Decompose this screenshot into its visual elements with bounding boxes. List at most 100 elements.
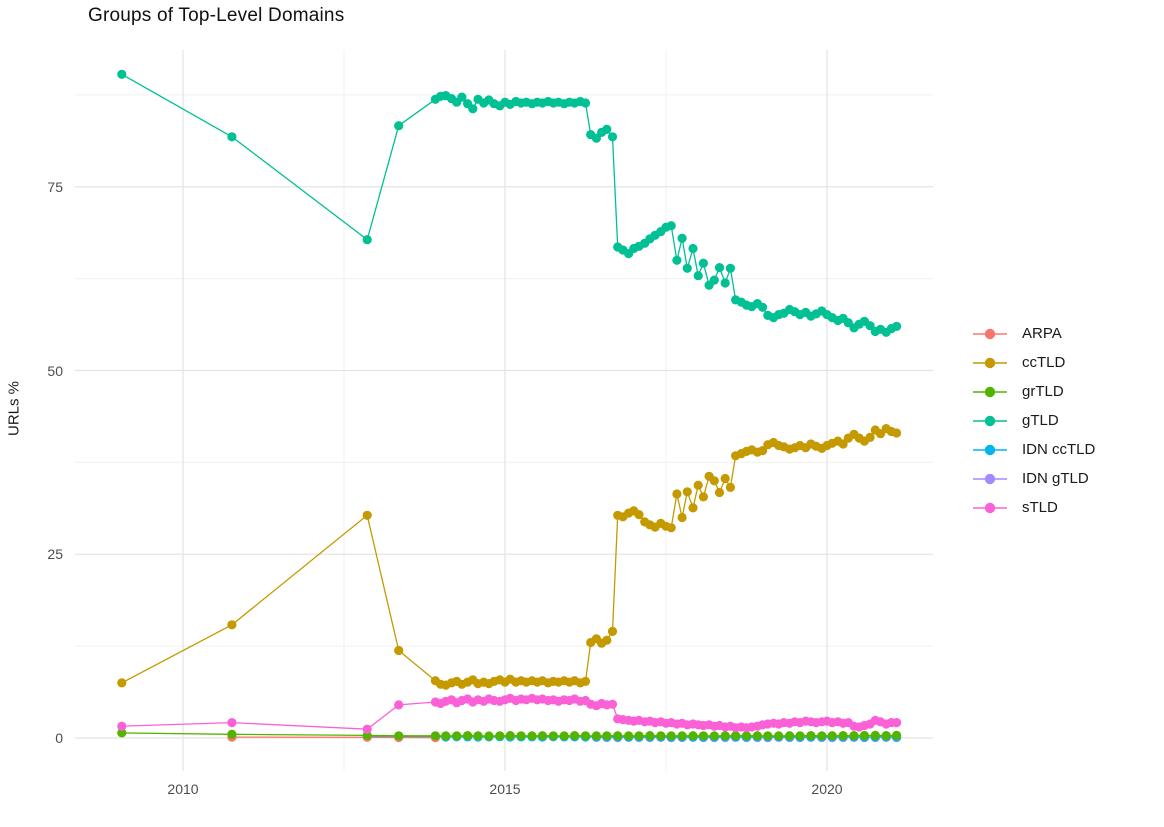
series-point-ccTLD [698, 492, 709, 502]
series-point-ccTLD [580, 676, 591, 687]
series-point-grTLD [548, 731, 558, 741]
legend-key-icon [973, 473, 1007, 484]
series-point-grTLD [394, 731, 404, 741]
series-point-gTLD [709, 275, 719, 285]
series-line-IDN-ccTLD [367, 735, 897, 738]
series-point-gTLD [607, 132, 618, 142]
series-point-grTLD [720, 731, 730, 741]
series-point-ccTLD [607, 626, 618, 637]
series-point-ccTLD [693, 480, 703, 490]
series-point-ccTLD [394, 645, 404, 656]
series-point-grTLD [827, 731, 837, 741]
series-point-grTLD [806, 731, 816, 741]
series-point-grTLD [752, 731, 763, 741]
series-point-grTLD [774, 731, 784, 741]
legend-key-icon [973, 444, 1007, 455]
series-point-grTLD [634, 731, 644, 741]
series-point-sTLD [117, 721, 127, 731]
legend-key-icon [973, 415, 1007, 426]
series-point-ccTLD [758, 446, 768, 456]
legend-label: sTLD [1022, 499, 1058, 516]
y-tick-label: 75 [47, 178, 63, 195]
series-point-ccTLD [362, 510, 372, 520]
legend-label: gTLD [1022, 412, 1059, 429]
series-point-gTLD [227, 132, 237, 142]
series-point-grTLD [227, 729, 237, 739]
legend-item-ccTLD: ccTLD [972, 348, 1095, 377]
series-point-grTLD [505, 731, 515, 741]
series-point-ccTLD [720, 473, 730, 484]
series-point-ccTLD [666, 523, 676, 533]
series-line-gTLD [121, 73, 897, 334]
series-point-grTLD [763, 731, 773, 741]
series-point-gTLD [693, 271, 703, 281]
series-point-gTLD [892, 321, 902, 331]
series-point-grTLD [645, 731, 655, 741]
legend-key-icon [973, 502, 1007, 513]
legend-label: IDN gTLD [1022, 470, 1089, 487]
series-point-grTLD [666, 731, 676, 741]
series-point-grTLD [580, 731, 591, 741]
y-tick-label: 25 [47, 546, 63, 563]
series-point-gTLD [758, 302, 768, 312]
series-point-gTLD [602, 124, 612, 134]
legend-key-icon [973, 357, 1007, 368]
series-point-sTLD [362, 724, 372, 734]
series-point-gTLD [468, 104, 478, 114]
series-point-grTLD [731, 731, 741, 741]
series-point-grTLD [591, 731, 602, 741]
series-point-ccTLD [677, 512, 687, 523]
x-tick-label: 2020 [811, 781, 843, 797]
series-point-ccTLD [117, 678, 127, 688]
series-point-grTLD [559, 731, 569, 741]
legend-key-icon [973, 386, 1007, 397]
series-point-gTLD [720, 278, 730, 288]
series-point-grTLD [881, 731, 891, 741]
series-point-grTLD [838, 731, 848, 741]
series-point-grTLD [473, 731, 483, 741]
series-point-gTLD [362, 235, 372, 245]
series-point-ccTLD [672, 489, 682, 499]
legend-label: ccTLD [1022, 354, 1066, 371]
series-point-gTLD [698, 258, 709, 268]
series-point-grTLD [709, 731, 719, 741]
legend-label: ARPA [1022, 325, 1062, 342]
series-point-ccTLD [602, 635, 612, 645]
y-tick-label: 0 [55, 730, 63, 746]
legend-label: grTLD [1022, 383, 1064, 400]
series-point-gTLD [666, 221, 676, 231]
series-point-grTLD [698, 731, 709, 741]
series-point-grTLD [741, 731, 752, 741]
series-point-ccTLD [688, 503, 698, 513]
series-point-grTLD [677, 731, 687, 741]
series-point-ccTLD [634, 509, 644, 520]
series-point-grTLD [516, 731, 526, 741]
series-point-grTLD [817, 731, 827, 741]
series-point-ccTLD [892, 428, 902, 438]
series-point-ccTLD [709, 476, 719, 486]
chart-title: Groups of Top-Level Domains [88, 5, 345, 26]
series-point-sTLD [607, 699, 618, 709]
series-point-gTLD [457, 92, 467, 102]
legend-item-grTLD: grTLD [972, 377, 1095, 406]
legend-item-gTLD: gTLD [972, 406, 1095, 435]
series-point-grTLD [463, 731, 473, 741]
series-point-gTLD [394, 121, 404, 131]
series-point-grTLD [570, 731, 580, 741]
series-point-sTLD [394, 700, 404, 710]
series-point-grTLD [602, 731, 612, 741]
series-point-grTLD [859, 730, 870, 741]
series-point-grTLD [117, 728, 127, 738]
series-point-grTLD [656, 731, 666, 741]
legend-key-icon [973, 328, 1007, 339]
x-tick-label: 2015 [489, 781, 521, 797]
series-point-gTLD [580, 98, 591, 108]
y-tick-label: 50 [47, 362, 63, 379]
series-point-gTLD [725, 263, 736, 273]
series-point-gTLD [714, 263, 725, 273]
series-point-grTLD [430, 731, 440, 741]
series-point-sTLD [892, 718, 902, 728]
series-point-grTLD [785, 731, 795, 741]
